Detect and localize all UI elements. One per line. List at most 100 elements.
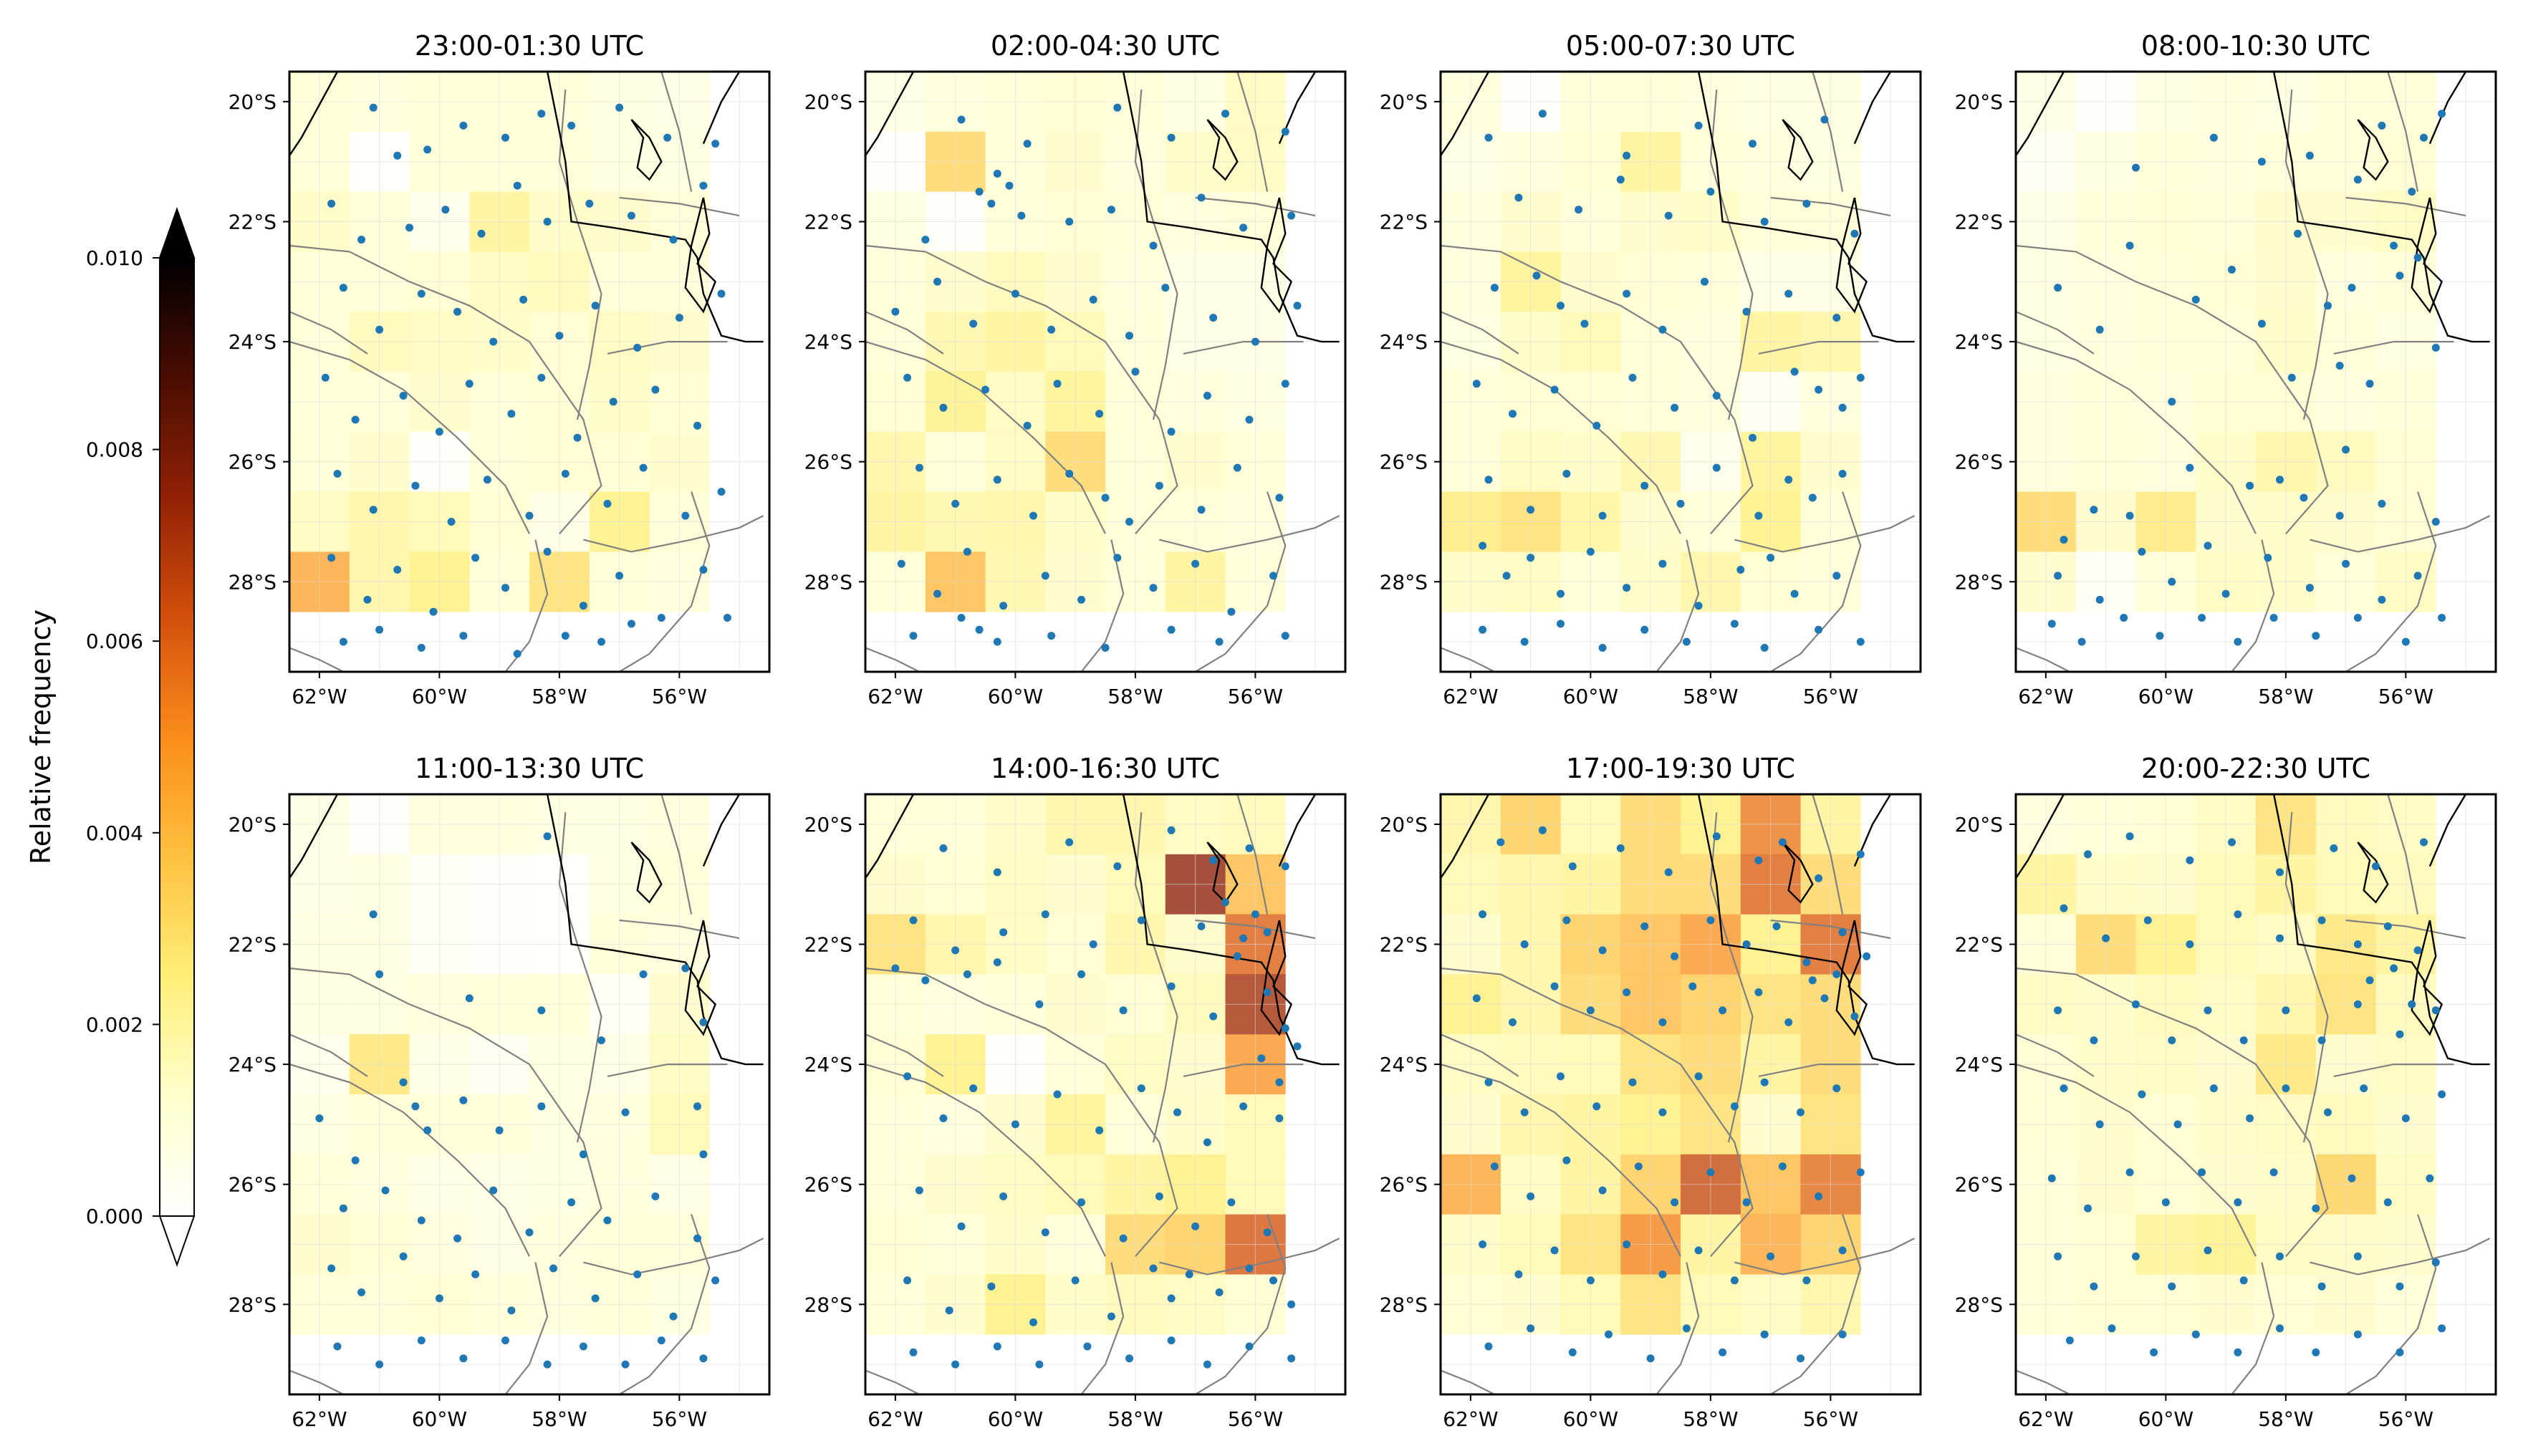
station-point [2095, 1120, 2104, 1129]
station-point [945, 1306, 953, 1315]
country-border [865, 72, 915, 156]
y-tick-label: 24°S [804, 1053, 852, 1076]
country-border [2016, 72, 2065, 156]
station-point [2132, 163, 2140, 172]
station-point [999, 1192, 1008, 1200]
river-line [619, 1214, 711, 1394]
station-point [2317, 916, 2326, 925]
station-point [2282, 1084, 2290, 1093]
station-point [1778, 1162, 1787, 1171]
station-point [1586, 547, 1595, 556]
station-point [1557, 589, 1565, 598]
river-line [558, 812, 602, 1143]
river-line [1236, 794, 1269, 915]
station-point [1598, 946, 1607, 955]
station-point [591, 1294, 600, 1303]
station-point [429, 607, 438, 616]
station-point [1856, 850, 1865, 859]
station-point [1509, 410, 1517, 418]
x-tick-label: 60°W [412, 1407, 467, 1431]
station-point [1719, 1348, 1727, 1356]
station-point [1797, 1108, 1804, 1117]
river-line [1134, 812, 1178, 1143]
station-point [1239, 934, 1248, 942]
station-point [417, 644, 426, 652]
map-area [865, 72, 1345, 672]
station-point [1484, 1078, 1493, 1086]
station-point [1527, 506, 1535, 514]
map-panel: 05:00-07:30 UTC 62°W 60°W 58°W 56°W 20°S 22°S 2… [1380, 30, 1922, 708]
x-tick-label: 62°W [1443, 1407, 1498, 1431]
station-point [2090, 1282, 2098, 1291]
station-point [1155, 481, 1163, 490]
station-point [903, 1072, 912, 1081]
station-point [1167, 133, 1176, 142]
x-tick-label: 56°W [1803, 685, 1858, 708]
river-line [619, 919, 740, 940]
x-tick-label: 62°W [2018, 685, 2073, 708]
station-point [1269, 572, 1277, 580]
colorbar-tick-label: 0.010 [86, 246, 143, 270]
river-line [558, 90, 602, 420]
y-tick-label: 24°S [1955, 330, 2003, 354]
station-point [423, 1126, 432, 1134]
station-point [1287, 1300, 1296, 1308]
river-line [289, 1369, 344, 1394]
x-tick-label: 60°W [988, 685, 1043, 708]
station-point [549, 1264, 557, 1273]
station-point [1281, 862, 1289, 871]
station-point [1658, 325, 1667, 334]
wetland-outline [1835, 920, 1868, 1036]
station-point [603, 499, 612, 508]
station-point [375, 970, 384, 978]
station-point [1640, 922, 1649, 930]
station-point [681, 964, 690, 973]
station-point [2060, 1084, 2068, 1093]
station-point [717, 488, 726, 496]
station-point [2269, 1168, 2278, 1177]
y-tick-label: 22°S [229, 211, 277, 234]
station-point [2408, 188, 2416, 196]
station-point [699, 181, 708, 190]
map-panel: 02:00-04:30 UTC 62°W 60°W 58°W 56°W 20°S 22°S 2… [804, 30, 1347, 708]
station-point [903, 1276, 912, 1285]
station-point [975, 625, 984, 634]
y-tick-label: 28°S [804, 1293, 852, 1316]
station-point [453, 307, 461, 316]
y-tick-label: 26°S [1380, 450, 1428, 474]
station-point [1047, 325, 1056, 334]
station-point [537, 373, 546, 382]
station-point [1815, 1192, 1823, 1200]
station-point [1580, 319, 1589, 328]
river-line [1709, 90, 1754, 420]
station-point [2198, 614, 2206, 622]
station-point [1557, 1072, 1565, 1081]
station-point [381, 1186, 390, 1195]
station-point [2264, 554, 2272, 562]
station-point [627, 211, 635, 220]
country-border [1853, 72, 1892, 145]
station-point [915, 463, 923, 472]
station-point [1749, 140, 1757, 148]
x-tick-label: 60°W [2138, 1407, 2193, 1431]
station-point [1658, 1018, 1667, 1026]
station-point [585, 199, 594, 208]
station-point [1767, 1252, 1775, 1260]
station-point [2438, 1324, 2446, 1333]
station-point [1484, 1342, 1493, 1351]
station-point [891, 307, 900, 316]
river-line [1758, 341, 1879, 355]
station-point [1191, 1222, 1200, 1230]
x-tick-label: 56°W [2378, 1407, 2433, 1431]
station-point [1113, 862, 1122, 871]
station-point [2299, 493, 2308, 502]
station-point [2204, 1006, 2212, 1015]
station-point [2317, 1036, 2326, 1045]
station-point [2431, 1258, 2440, 1267]
station-point [2312, 632, 2320, 640]
station-point [1029, 1318, 1037, 1326]
station-point [339, 1204, 347, 1212]
y-tick-label: 24°S [229, 1053, 277, 1076]
panel-title: 11:00-13:30 UTC [415, 753, 644, 784]
station-point [2161, 1198, 2170, 1207]
